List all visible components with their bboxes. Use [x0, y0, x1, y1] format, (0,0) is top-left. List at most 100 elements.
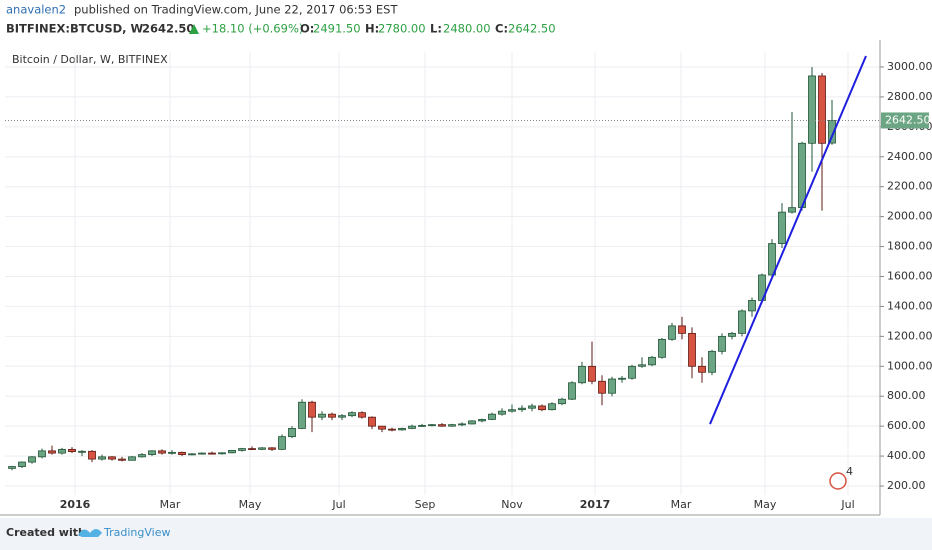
- candle-body: [778, 211, 786, 244]
- ohlc-label: C:: [495, 22, 508, 36]
- candle-body: [218, 452, 226, 455]
- last-price-box: [881, 112, 929, 129]
- y-tick-label: 400.00: [887, 449, 926, 462]
- candle-body: [638, 364, 646, 367]
- candle-body: [18, 461, 26, 467]
- y-tick-label: 3000.00: [887, 60, 932, 73]
- x-tick-label: 2017: [580, 498, 611, 511]
- candle-body: [678, 325, 686, 334]
- candle-body: [718, 335, 726, 352]
- candle-body: [728, 332, 736, 337]
- candle-body: [388, 428, 396, 431]
- y-tick-label: 1600.00: [887, 269, 932, 282]
- ohlc-value: 2642.50: [508, 22, 556, 36]
- y-tick-label: 600.00: [887, 419, 926, 432]
- candle-body: [618, 377, 626, 380]
- candle-body: [338, 415, 346, 418]
- candle-body: [68, 448, 76, 452]
- candle-body: [788, 207, 796, 213]
- candle-body: [98, 456, 106, 460]
- x-tick-label: 2016: [60, 498, 91, 511]
- up-arrow: [189, 24, 199, 34]
- candle-body: [318, 413, 326, 418]
- event-badge-count: 4: [846, 465, 853, 478]
- candle-body: [28, 456, 36, 463]
- candle-body: [738, 310, 746, 334]
- x-tick-label: Jul: [840, 498, 854, 511]
- candle-body: [468, 420, 476, 425]
- candle-body: [108, 456, 116, 460]
- candle-body: [518, 407, 526, 411]
- footer-band: [0, 518, 932, 550]
- candle-body: [258, 447, 266, 450]
- ohlc-label: L:: [430, 22, 442, 36]
- candle-body: [8, 466, 16, 469]
- candle-body: [828, 120, 836, 144]
- candle-body: [378, 425, 386, 430]
- candle-body: [798, 142, 806, 209]
- candle-body: [408, 425, 416, 429]
- x-tick-label: Nov: [501, 498, 523, 511]
- candle-body: [208, 452, 216, 455]
- candle-body: [78, 450, 86, 453]
- candle-body: [588, 365, 596, 382]
- candle-body: [808, 75, 816, 144]
- candle-body: [158, 450, 166, 454]
- candle-body: [768, 243, 776, 276]
- y-tick-label: 2400.00: [887, 150, 932, 163]
- candle-body: [818, 75, 826, 144]
- candle-body: [438, 424, 446, 427]
- ohlc-value: 2780.00: [378, 22, 426, 36]
- tv-logo[interactable]: [78, 529, 102, 537]
- published-text: published on TradingView.com, June 22, 2…: [74, 3, 398, 17]
- symbol: BITFINEX:BTCUSD, W: [6, 22, 144, 36]
- chart-title: Bitcoin / Dollar, W, BITFINEX: [12, 53, 168, 66]
- candle-body: [118, 458, 126, 461]
- x-tick-label: Mar: [160, 498, 181, 511]
- x-tick-label: May: [754, 498, 777, 511]
- candle-body: [418, 425, 426, 427]
- candle-body: [608, 378, 616, 394]
- candle-body: [548, 403, 556, 411]
- candle-body: [278, 436, 286, 450]
- y-tick-label: 200.00: [887, 479, 926, 492]
- y-tick-label: 1800.00: [887, 240, 932, 253]
- candle-body: [538, 405, 546, 411]
- brand[interactable]: TradingView: [103, 526, 170, 539]
- x-tick-label: Sep: [415, 498, 436, 511]
- candle-body: [448, 424, 456, 427]
- candle-body: [658, 338, 666, 358]
- candle-body: [708, 350, 716, 373]
- candle-body: [748, 300, 756, 312]
- price: 2642.50: [142, 22, 194, 36]
- ohlc-label: H:: [365, 22, 379, 36]
- y-tick-label: 2200.00: [887, 180, 932, 193]
- plot: 200.00 400.00 600.00 800.00 1000.00 1200.00 14…: [0, 40, 932, 516]
- last-price-label: 2642.50: [885, 113, 931, 126]
- publisher[interactable]: anavalen2: [6, 3, 66, 17]
- candle-body: [668, 325, 676, 340]
- candle-body: [348, 412, 356, 417]
- candle-body: [48, 450, 56, 454]
- candle-body: [648, 356, 656, 366]
- candle-body: [508, 409, 516, 412]
- candle-body: [628, 365, 636, 379]
- ohlc-value: 2480.00: [443, 22, 491, 36]
- x-tick-label: Jul: [331, 498, 345, 511]
- candle-body: [268, 447, 276, 450]
- candle-body: [498, 410, 506, 415]
- candle-body: [88, 450, 96, 460]
- candle-body: [298, 401, 306, 429]
- ohlc-label: O:: [300, 22, 314, 36]
- candle-body: [458, 423, 466, 426]
- candle-body: [558, 398, 566, 405]
- candle-body: [168, 451, 176, 454]
- y-tick-label: 2800.00: [887, 90, 932, 103]
- event-badge: [829, 472, 847, 490]
- change: +18.10 (+0.69%): [202, 22, 303, 36]
- trendline: [709, 55, 867, 425]
- candle-body: [488, 413, 496, 420]
- candle-body: [368, 416, 376, 427]
- candle-body: [688, 332, 696, 367]
